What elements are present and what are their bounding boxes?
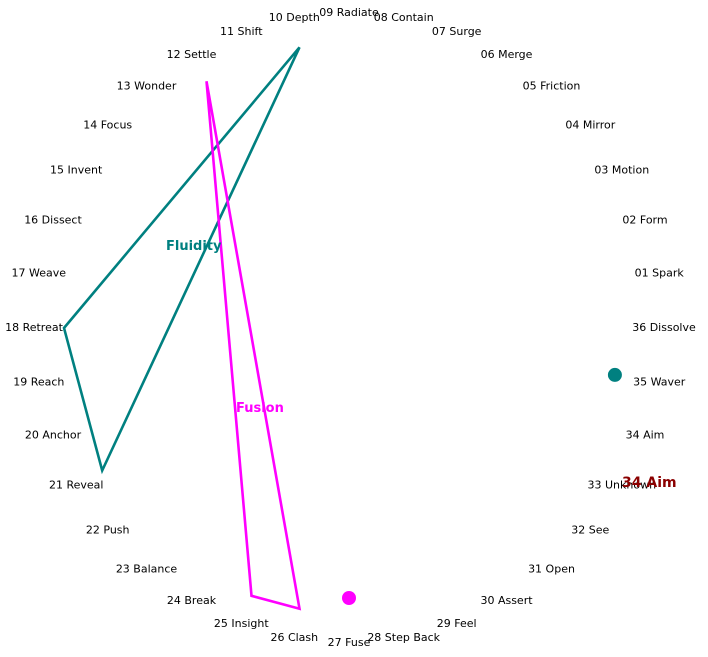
node-label-09-radiate: 09 Radiate: [319, 6, 379, 19]
fusion-marker: [342, 591, 356, 605]
node-label-25-insight: 25 Insight: [214, 617, 269, 630]
node-label-26-clash: 26 Clash: [270, 631, 318, 644]
node-label-30-assert: 30 Assert: [480, 594, 533, 607]
fusion-shape: [205, 80, 302, 611]
node-label-02-form: 02 Form: [622, 213, 667, 226]
focus-label-aim: 34 Aim: [622, 475, 677, 491]
node-label-14-focus: 14 Focus: [83, 119, 132, 132]
node-label-23-balance: 23 Balance: [116, 562, 178, 575]
shape-layer: [62, 46, 302, 611]
node-label-11-shift: 11 Shift: [220, 25, 263, 38]
node-label-03-motion: 03 Motion: [594, 164, 649, 177]
fluidity-marker: [607, 367, 622, 382]
node-label-20-anchor: 20 Anchor: [25, 429, 82, 442]
node-label-18-retreat: 18 Retreat: [5, 321, 64, 334]
node-label-08-contain: 08 Contain: [374, 11, 434, 24]
node-label-15-invent: 15 Invent: [50, 164, 103, 177]
node-label-19-reach: 19 Reach: [13, 376, 64, 389]
node-label-27-fuse: 27 Fuse: [328, 636, 371, 649]
node-label-05-friction: 05 Friction: [523, 80, 581, 93]
node-label-29-feel: 29 Feel: [437, 617, 477, 630]
fusion-shape-label: Fusion: [236, 401, 284, 416]
node-label-layer: 01 Spark 02 Form 03 Motion 04 Mirror 05 Fric…: [5, 6, 696, 649]
node-label-32-see: 32 See: [571, 524, 609, 537]
node-label-28-step-back: 28 Step Back: [367, 631, 440, 644]
node-label-35-waver: 35 Waver: [633, 376, 686, 389]
node-label-24-break: 24 Break: [167, 594, 217, 607]
node-label-22-push: 22 Push: [86, 524, 130, 537]
node-label-06-merge: 06 Merge: [481, 48, 533, 61]
node-label-10-depth: 10 Depth: [269, 11, 320, 24]
fluidity-shape: [62, 46, 301, 475]
node-label-33-unknown: 33 Unknown: [588, 479, 657, 492]
node-label-13-wonder: 13 Wonder: [117, 80, 177, 93]
node-label-07-surge: 07 Surge: [432, 25, 482, 38]
fluidity-shape-label: Fluidity: [166, 239, 222, 254]
node-label-21-reveal: 21 Reveal: [49, 479, 103, 492]
node-label-31-open: 31 Open: [528, 562, 575, 575]
node-label-12-settle: 12 Settle: [167, 48, 217, 61]
node-label-17-weave: 17 Weave: [12, 266, 67, 279]
node-label-16-dissect: 16 Dissect: [24, 213, 82, 226]
node-label-34-aim: 34 Aim: [626, 429, 665, 442]
marker-layer: [342, 367, 622, 605]
node-label-01-spark: 01 Spark: [635, 266, 685, 279]
node-label-04-mirror: 04 Mirror: [565, 119, 615, 132]
node-label-36-dissolve: 36 Dissolve: [632, 321, 696, 334]
